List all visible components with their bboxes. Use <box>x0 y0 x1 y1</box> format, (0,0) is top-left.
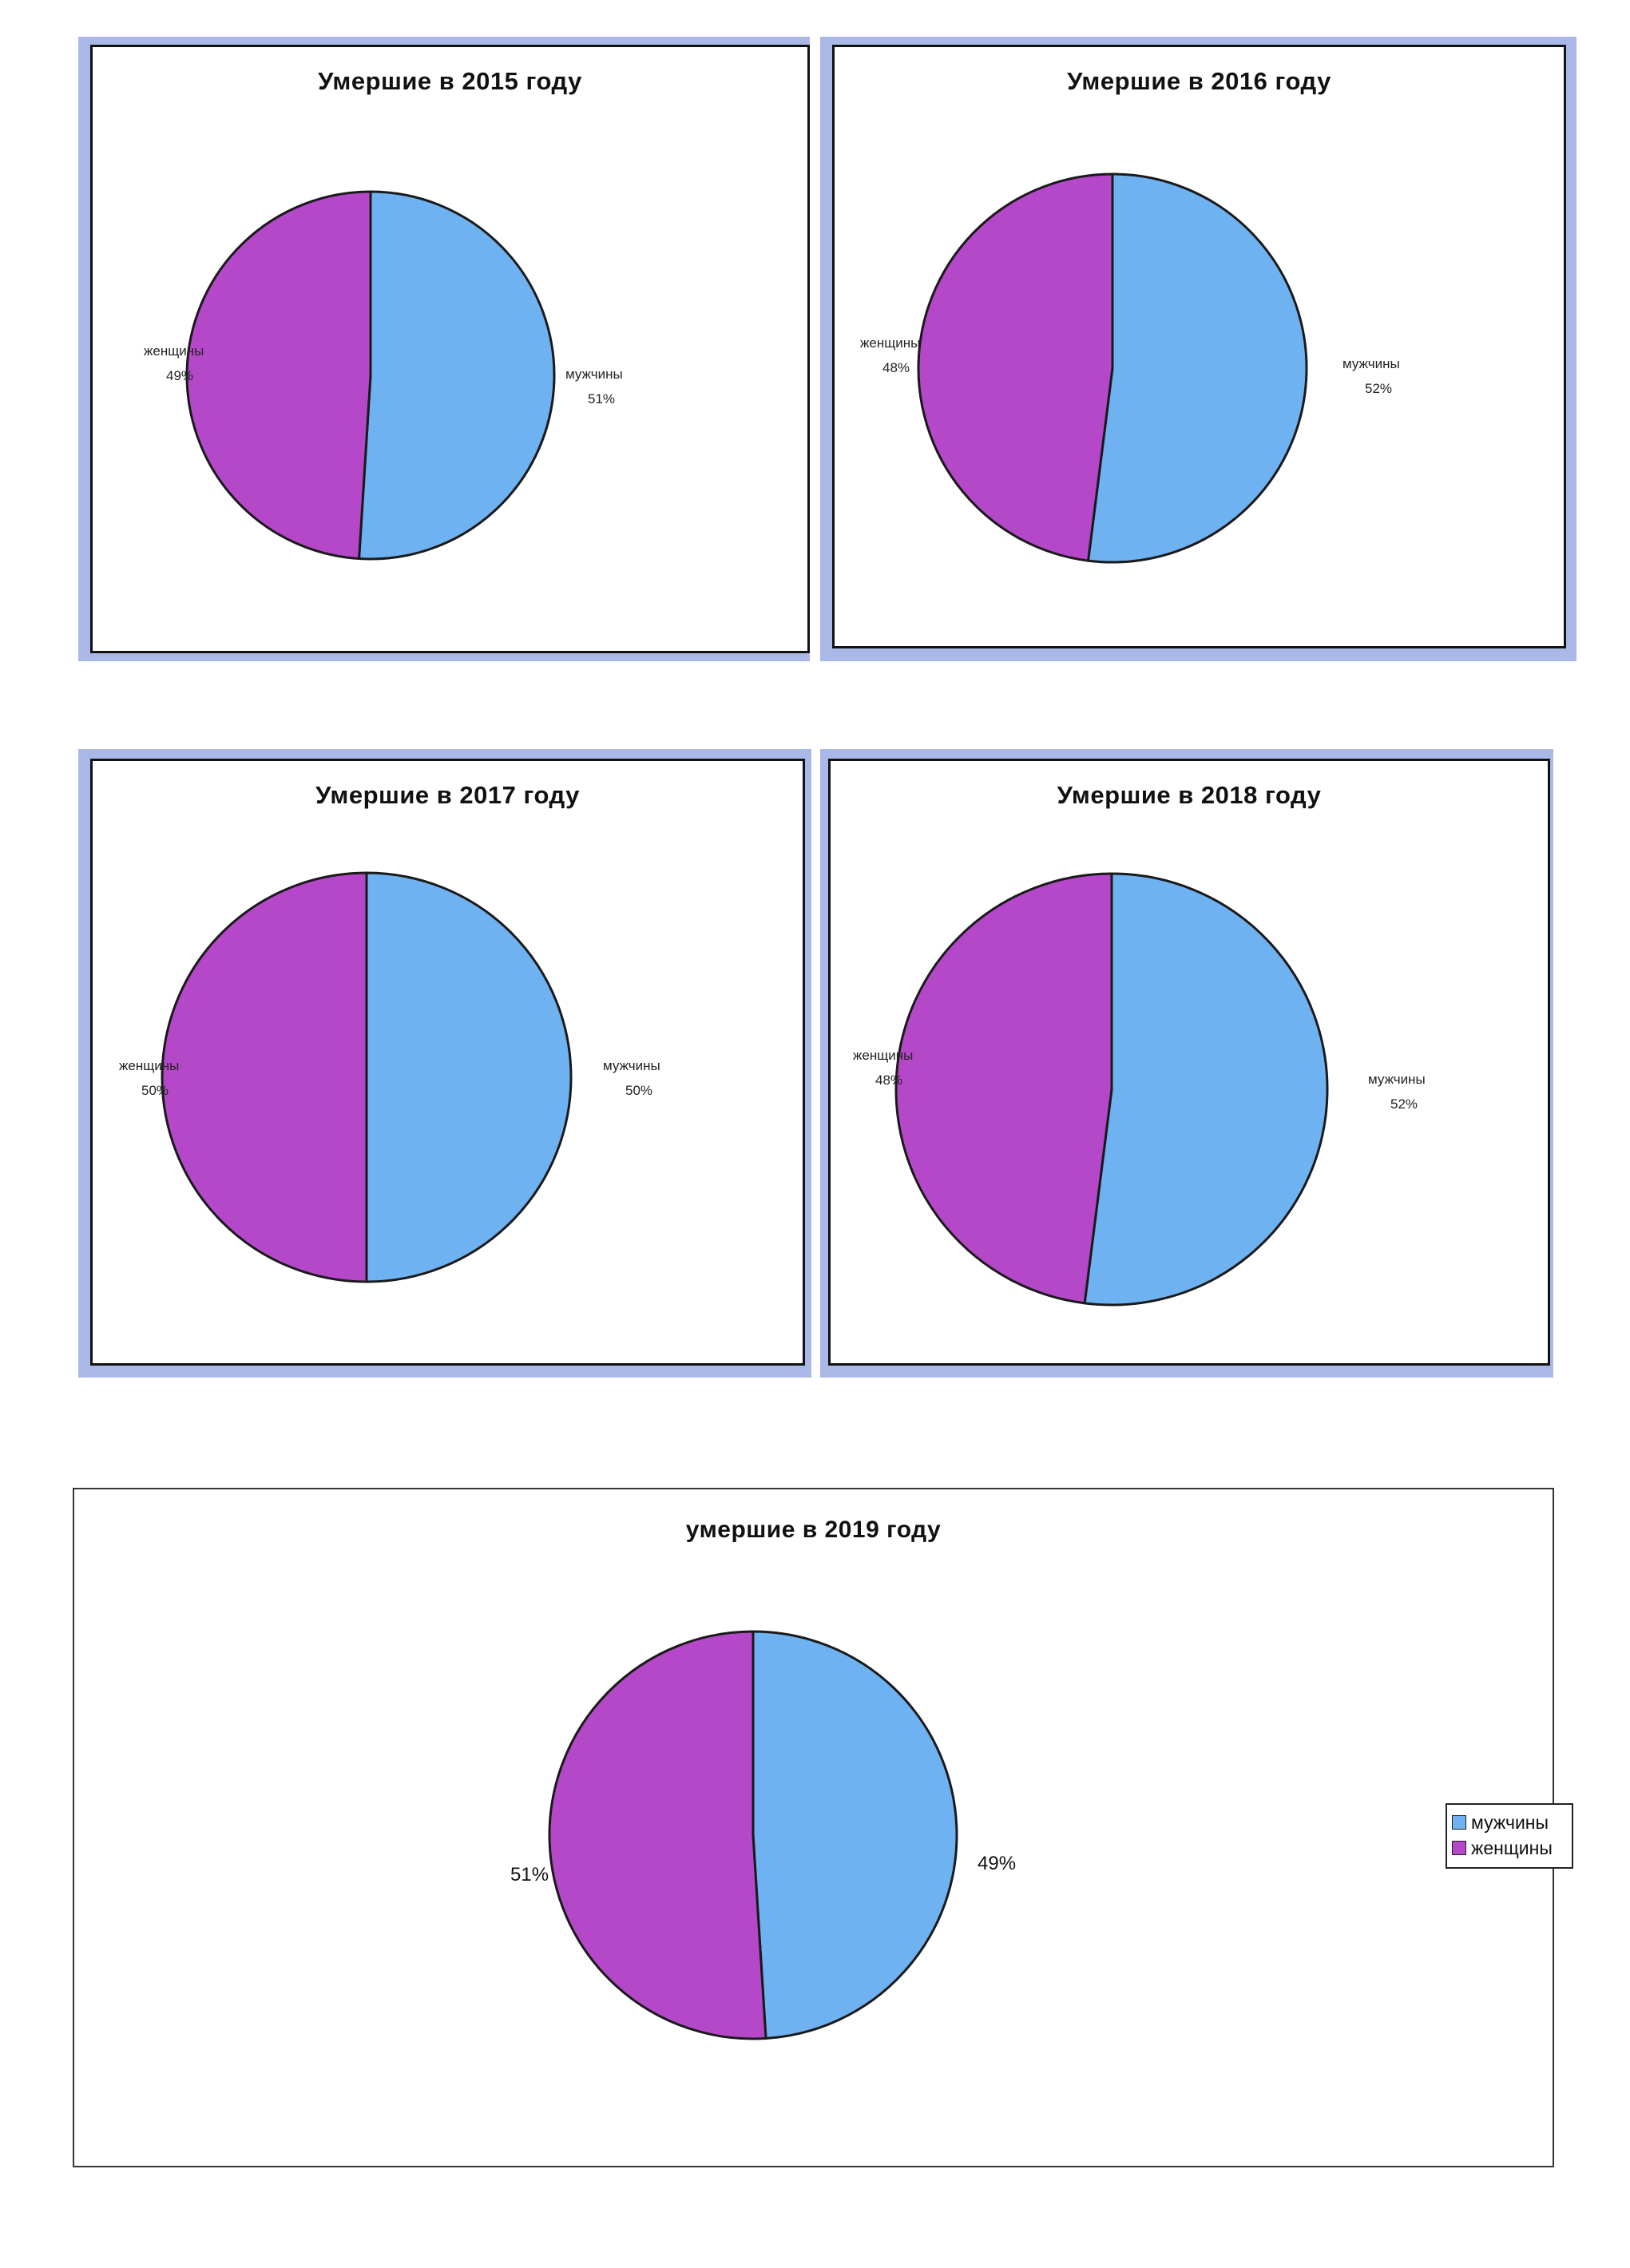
slice-category-label-women-1: женщины <box>860 335 920 351</box>
pie-slice-women-4 <box>548 1630 767 2040</box>
pie-slice-men-0 <box>357 190 556 561</box>
slice-category-label-men-3: мужчины <box>1368 1072 1426 1087</box>
chart-2018-panel: Умершие в 2018 году мужчины 52% женщины 48% <box>828 759 1550 1366</box>
slice-category-label-men-1: мужчины <box>1342 356 1400 371</box>
slice-value-label-men-1: 52% <box>1365 381 1392 396</box>
slice-category-label-men-0: мужчины <box>565 367 623 382</box>
pie-slice-women-2 <box>161 871 368 1283</box>
pie-chart-2016: мужчины 52% женщины 48% <box>860 172 1400 564</box>
pie-slice-women-3 <box>894 872 1113 1305</box>
legend-swatch-men <box>1452 1815 1466 1830</box>
pie-chart-2017: мужчины 50% женщины 50% <box>119 871 660 1283</box>
chart-2015-panel: Умершие в 2015 году мужчины 51% женщины 49% <box>90 45 810 653</box>
legend-item-men: мужчины <box>1452 1810 1565 1835</box>
legend-label-men: мужчины <box>1471 1811 1549 1833</box>
pie-slice-men-1 <box>1086 172 1308 564</box>
chart-title-2017: Умершие в 2017 году <box>315 781 580 809</box>
slice-value-label-men-3: 52% <box>1390 1096 1418 1112</box>
chart-title-2018: Умершие в 2018 году <box>1057 781 1322 809</box>
slice-category-label-men-2: мужчины <box>603 1058 660 1073</box>
slice-value-label-women-4: 51% <box>510 1864 549 1885</box>
legend-label-women: женщины <box>1471 1837 1553 1858</box>
pie-slice-men-2 <box>365 871 573 1283</box>
slice-value-label-women-3: 48% <box>875 1073 902 1088</box>
slice-value-label-men-2: 50% <box>625 1083 652 1098</box>
legend-item-women: женщины <box>1452 1835 1565 1861</box>
pie-chart-2018: мужчины 52% женщины 48% <box>853 872 1426 1306</box>
slice-category-label-women-0: женщины <box>144 343 204 359</box>
chart-2016-panel: Умершие в 2016 году мужчины 52% женщины 48% <box>832 45 1566 648</box>
slice-value-label-men-4: 49% <box>978 1853 1016 1874</box>
chart-2019-panel: умершие в 2019 году 49% 51% мужчины женщи… <box>73 1488 1573 2167</box>
chart-legend: мужчины женщины <box>1446 1803 1573 1869</box>
pie-slice-men-3 <box>1083 872 1329 1306</box>
pie-slice-women-1 <box>917 172 1114 562</box>
pie-chart-2019: 49% 51% <box>510 1630 1016 2040</box>
slice-category-label-women-2: женщины <box>119 1058 179 1073</box>
legend-swatch-women <box>1452 1841 1466 1855</box>
pie-slice-men-4 <box>752 1630 958 2040</box>
chart-2017-panel: Умершие в 2017 году мужчины 50% женщины 50% <box>90 759 805 1366</box>
pie-slice-women-0 <box>185 190 372 561</box>
chart-title-2016: Умершие в 2016 году <box>1067 67 1331 95</box>
slice-category-label-women-3: женщины <box>853 1048 913 1063</box>
slice-value-label-men-0: 51% <box>588 391 615 406</box>
chart-title-2015: Умершие в 2015 году <box>318 67 582 95</box>
chart-title-2019: умершие в 2019 году <box>685 1517 942 1543</box>
slice-value-label-women-0: 49% <box>166 368 193 383</box>
slice-value-label-women-1: 48% <box>882 360 910 375</box>
pie-chart-2015: мужчины 51% женщины 49% <box>144 190 623 561</box>
slice-value-label-women-2: 50% <box>141 1083 169 1098</box>
